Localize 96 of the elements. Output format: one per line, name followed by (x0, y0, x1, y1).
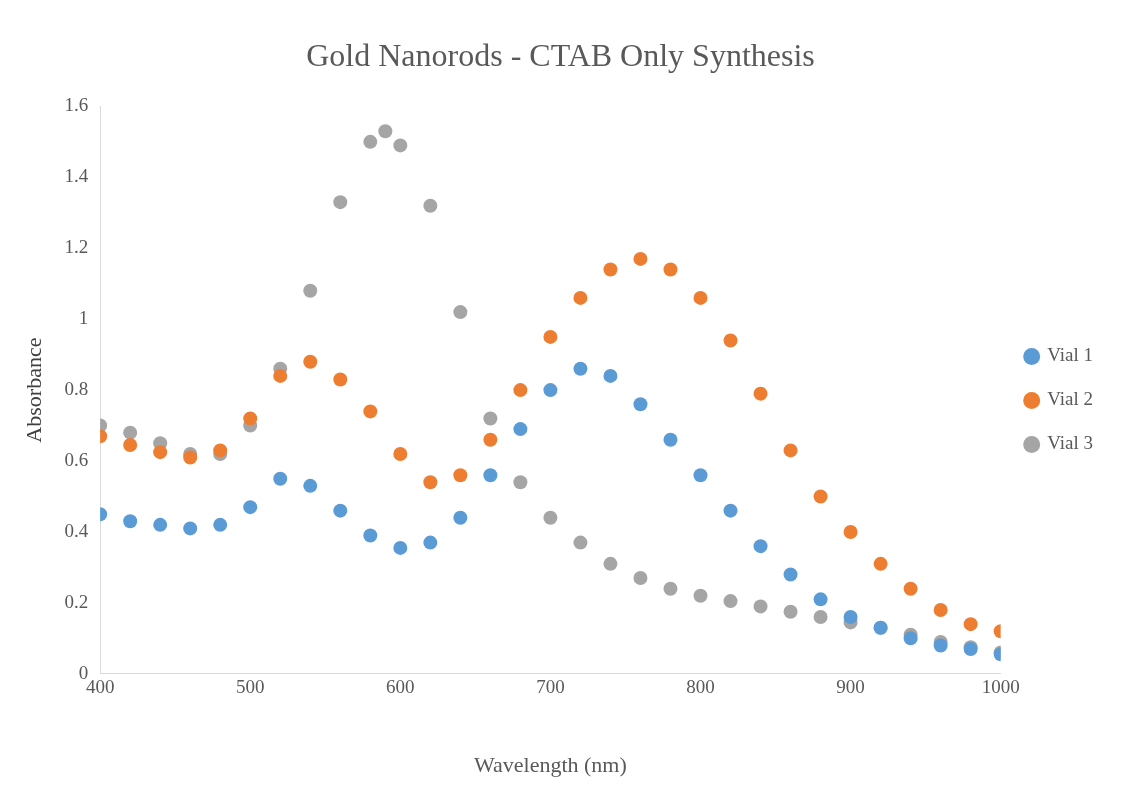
point (393, 446, 408, 461)
point (123, 425, 138, 440)
x-axis-title: Wavelength (nm) (474, 751, 627, 777)
point (393, 138, 408, 153)
x-tick-label: 700 (536, 676, 565, 698)
point (378, 124, 393, 139)
y-tick-label: 0.6 (64, 449, 89, 471)
point (513, 422, 528, 437)
point (723, 594, 738, 609)
point (783, 443, 798, 458)
y-tick-label: 1 (78, 307, 89, 329)
point (453, 468, 468, 483)
point (693, 468, 708, 483)
point (423, 198, 438, 213)
y-axis-title: Absorbance (20, 337, 46, 443)
point (813, 489, 828, 504)
point (783, 604, 798, 619)
point (873, 556, 888, 571)
point (633, 571, 648, 586)
x-tick-label: 1000 (981, 676, 1020, 698)
point (573, 535, 588, 550)
legend-label: Vial 1 (1047, 344, 1094, 366)
y-tick-label: 0 (78, 661, 89, 683)
point (153, 445, 168, 460)
point (843, 610, 858, 625)
point (423, 535, 438, 550)
point (603, 556, 618, 571)
point (183, 521, 198, 536)
point (933, 602, 948, 617)
point (333, 195, 348, 210)
y-tick-label: 0.8 (64, 378, 89, 400)
point (303, 283, 318, 298)
point (303, 354, 318, 369)
chart-title: Gold Nanorods - CTAB Only Synthesis (306, 36, 815, 73)
point (663, 432, 678, 447)
point (483, 468, 498, 483)
point (633, 397, 648, 412)
point (213, 517, 228, 532)
point (303, 478, 318, 493)
point (123, 438, 138, 453)
point (483, 432, 498, 447)
point (513, 475, 528, 490)
point (963, 617, 978, 632)
y-tick-label: 1.2 (64, 236, 89, 258)
x-tick-label: 500 (235, 676, 265, 698)
point (603, 262, 618, 277)
point (843, 524, 858, 539)
x-tick-label: 900 (836, 676, 865, 698)
legend-label: Vial 2 (1047, 388, 1094, 410)
legend-label: Vial 3 (1047, 432, 1094, 454)
point (243, 411, 258, 426)
x-tick-label: 800 (686, 676, 715, 698)
point (663, 262, 678, 277)
point (483, 411, 498, 426)
point (423, 475, 438, 490)
point (243, 500, 258, 515)
y-tick-label: 1.6 (64, 94, 89, 116)
point (903, 581, 918, 596)
point (183, 450, 198, 465)
point (543, 383, 558, 398)
point (123, 514, 138, 529)
point (543, 510, 558, 525)
y-tick-label: 1.4 (64, 165, 89, 187)
point (513, 383, 528, 398)
point (363, 404, 378, 419)
point (933, 638, 948, 653)
point (813, 592, 828, 607)
point (813, 610, 828, 625)
point (333, 503, 348, 518)
point (693, 588, 708, 603)
point (573, 361, 588, 376)
x-tick-label: 600 (386, 676, 415, 698)
point (273, 368, 288, 383)
point (453, 510, 468, 525)
point (723, 503, 738, 518)
y-tick-label: 0.4 (64, 519, 89, 541)
point (543, 329, 558, 344)
point (723, 333, 738, 348)
point (663, 581, 678, 596)
point (633, 251, 648, 266)
point (783, 567, 798, 582)
point (573, 290, 588, 305)
point (153, 517, 168, 532)
point (753, 386, 768, 401)
point (363, 528, 378, 543)
point (603, 368, 618, 383)
point (753, 539, 768, 554)
point (273, 471, 288, 486)
point (693, 290, 708, 305)
point (363, 134, 378, 149)
point (393, 540, 408, 555)
point (753, 599, 768, 614)
point (903, 631, 918, 646)
y-tick-label: 0.2 (64, 590, 89, 612)
point (453, 305, 468, 320)
point (333, 372, 348, 387)
